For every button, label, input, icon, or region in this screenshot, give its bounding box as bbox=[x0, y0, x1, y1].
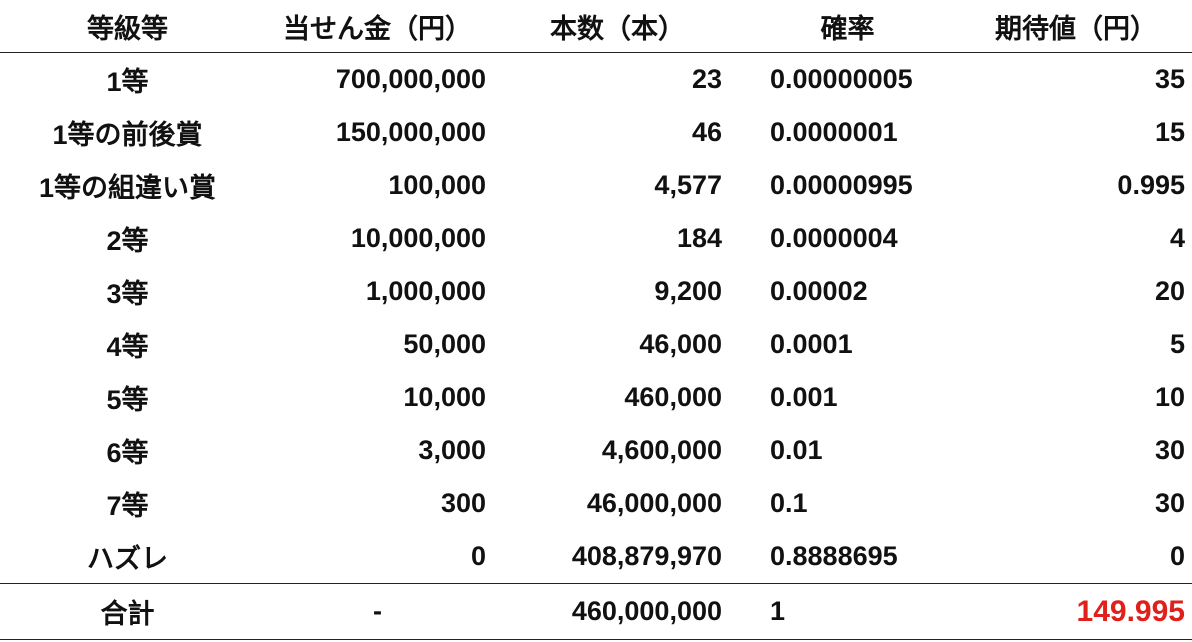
cell-grade: 1等の組違い賞 bbox=[38, 173, 217, 203]
cell-prize: 0 bbox=[470, 541, 486, 571]
table-row: 1等の組違い賞 100,000 4,577 0.00000995 0.995 bbox=[0, 159, 1192, 212]
cell-probability: 0.8888695 bbox=[770, 541, 898, 571]
cell-prize: 3,000 bbox=[418, 435, 486, 465]
table-row: 5等 10,000 460,000 0.001 10 bbox=[0, 371, 1192, 424]
cell-expected-value: 4 bbox=[1169, 223, 1185, 253]
header-grade: 等級等 bbox=[0, 0, 255, 53]
table-row: 2等 10,000,000 184 0.0000004 4 bbox=[0, 212, 1192, 265]
cell-count: 184 bbox=[676, 223, 722, 253]
cell-prize: 10,000,000 bbox=[350, 223, 486, 253]
cell-expected-value: 0 bbox=[1169, 541, 1185, 571]
cell-count: 46,000,000 bbox=[586, 488, 722, 518]
cell-expected-value: 5 bbox=[1169, 329, 1185, 359]
cell-count: 4,600,000 bbox=[601, 435, 722, 465]
cell-probability: 0.00002 bbox=[770, 276, 868, 306]
cell-prize: 300 bbox=[440, 488, 486, 518]
cell-grade: 1等 bbox=[106, 67, 149, 97]
cell-probability: 0.001 bbox=[770, 382, 838, 412]
cell-prize: 50,000 bbox=[403, 329, 486, 359]
cell-count: 23 bbox=[691, 64, 722, 94]
total-prize: - bbox=[255, 583, 500, 640]
table-row: 1等 700,000,000 23 0.00000005 35 bbox=[0, 53, 1192, 107]
cell-expected-value: 30 bbox=[1154, 435, 1185, 465]
cell-grade: 4等 bbox=[106, 332, 149, 362]
cell-expected-value: 10 bbox=[1154, 382, 1185, 412]
total-row: 合計 - 460,000,000 1 149.995 bbox=[0, 583, 1192, 640]
cell-grade: 2等 bbox=[106, 226, 149, 256]
table-row: 6等 3,000 4,600,000 0.01 30 bbox=[0, 424, 1192, 477]
cell-probability: 0.1 bbox=[770, 488, 808, 518]
table-row: 7等 300 46,000,000 0.1 30 bbox=[0, 477, 1192, 530]
table-row: 4等 50,000 46,000 0.0001 5 bbox=[0, 318, 1192, 371]
header-probability: 確率 bbox=[735, 0, 960, 53]
cell-count: 46 bbox=[691, 117, 722, 147]
cell-prize: 1,000,000 bbox=[365, 276, 486, 306]
cell-grade: 1等の前後賞 bbox=[52, 120, 203, 150]
cell-count: 9,200 bbox=[654, 276, 722, 306]
cell-probability: 0.0000001 bbox=[770, 117, 898, 147]
cell-grade: 3等 bbox=[106, 279, 149, 309]
cell-expected-value: 15 bbox=[1154, 117, 1185, 147]
cell-count: 408,879,970 bbox=[571, 541, 722, 571]
cell-prize: 10,000 bbox=[403, 382, 486, 412]
cell-probability: 0.00000005 bbox=[770, 64, 913, 94]
cell-count: 46,000 bbox=[639, 329, 722, 359]
total-probability: 1 bbox=[735, 583, 960, 640]
cell-expected-value: 35 bbox=[1154, 64, 1185, 94]
cell-grade: 5等 bbox=[106, 385, 149, 415]
header-row: 等級等 当せん金（円） 本数（本） 確率 期待値（円） bbox=[0, 0, 1192, 53]
cell-grade: 7等 bbox=[106, 491, 149, 521]
total-count: 460,000,000 bbox=[500, 583, 735, 640]
table-row: 1等の前後賞 150,000,000 46 0.0000001 15 bbox=[0, 106, 1192, 159]
cell-expected-value: 0.995 bbox=[1117, 170, 1185, 200]
header-expected-value: 期待値（円） bbox=[960, 0, 1192, 53]
cell-count: 460,000 bbox=[624, 382, 722, 412]
cell-expected-value: 20 bbox=[1154, 276, 1185, 306]
total-expected-value: 149.995 bbox=[960, 583, 1192, 640]
cell-probability: 0.01 bbox=[770, 435, 823, 465]
header-prize: 当せん金（円） bbox=[255, 0, 500, 53]
total-label: 合計 bbox=[0, 583, 255, 640]
table-row: ハズレ 0 408,879,970 0.8888695 0 bbox=[0, 530, 1192, 584]
cell-probability: 0.0001 bbox=[770, 329, 853, 359]
cell-expected-value: 30 bbox=[1154, 488, 1185, 518]
cell-count: 4,577 bbox=[654, 170, 722, 200]
cell-probability: 0.00000995 bbox=[770, 170, 913, 200]
cell-grade: ハズレ bbox=[87, 544, 168, 574]
cell-grade: 6等 bbox=[106, 438, 149, 468]
cell-prize: 700,000,000 bbox=[335, 64, 486, 94]
cell-prize: 150,000,000 bbox=[335, 117, 486, 147]
table-row: 3等 1,000,000 9,200 0.00002 20 bbox=[0, 265, 1192, 318]
header-count: 本数（本） bbox=[500, 0, 735, 53]
cell-probability: 0.0000004 bbox=[770, 223, 898, 253]
cell-prize: 100,000 bbox=[388, 170, 486, 200]
